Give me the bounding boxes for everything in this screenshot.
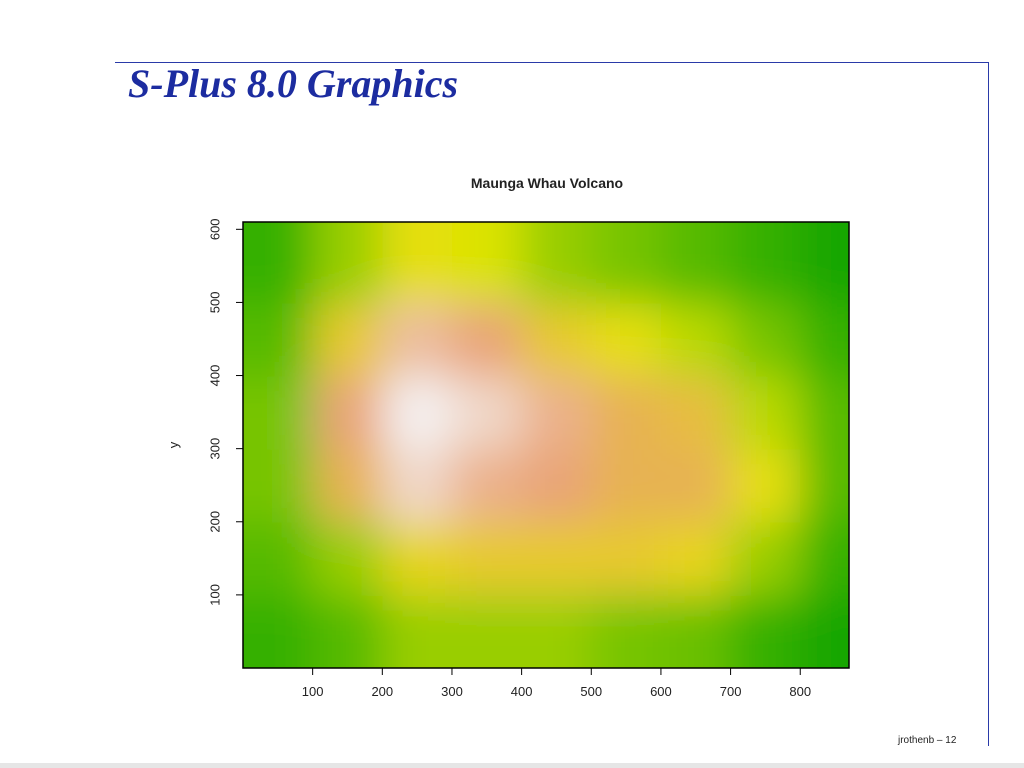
heat-cell <box>800 222 849 304</box>
heat-cell <box>382 448 453 523</box>
heatmap <box>243 222 849 668</box>
heat-cell <box>451 521 523 596</box>
x-tick-label: 400 <box>511 684 533 699</box>
x-tick-label: 500 <box>580 684 602 699</box>
y-tick-label: 200 <box>207 511 222 533</box>
heat-cell <box>591 521 662 596</box>
heat-cell <box>521 448 593 523</box>
heat-cell <box>451 594 523 668</box>
heat-cell <box>521 222 593 304</box>
x-tick-label: 600 <box>650 684 672 699</box>
heat-cell <box>312 448 384 523</box>
bottom-strip <box>0 763 1024 768</box>
heat-cell <box>243 375 314 450</box>
heat-cell <box>730 521 802 596</box>
heat-cell <box>451 448 523 523</box>
heat-cell <box>730 302 802 377</box>
y-tick-label: 300 <box>207 438 222 460</box>
heat-cell <box>243 448 314 523</box>
heat-cell <box>243 521 314 596</box>
y-tick-label: 400 <box>207 365 222 387</box>
heat-cell <box>591 594 662 668</box>
y-tick-label: 100 <box>207 584 222 606</box>
heat-cell <box>451 302 523 377</box>
x-tick-label: 800 <box>789 684 811 699</box>
heat-cell <box>243 302 314 377</box>
heat-cell <box>382 521 453 596</box>
x-tick-label: 300 <box>441 684 463 699</box>
heat-cell <box>521 375 593 450</box>
heat-cell <box>660 302 732 377</box>
heat-cell <box>382 222 453 304</box>
heat-cell <box>451 375 523 450</box>
heat-cell <box>730 448 802 523</box>
heat-cell <box>312 302 384 377</box>
heat-cell <box>660 448 732 523</box>
heat-cell <box>591 375 662 450</box>
heat-cell <box>312 222 384 304</box>
heat-cell <box>521 302 593 377</box>
heat-cell <box>800 594 849 668</box>
heat-cell <box>312 375 384 450</box>
heat-cell <box>243 594 314 668</box>
heat-cell <box>800 521 849 596</box>
chart-title: Maunga Whau Volcano <box>471 175 623 191</box>
heat-cell <box>800 375 849 450</box>
heat-cell <box>451 222 523 304</box>
y-tick-label: 500 <box>207 292 222 314</box>
heat-cell <box>521 594 593 668</box>
heat-cell <box>730 222 802 304</box>
x-tick-label: 700 <box>720 684 742 699</box>
plot-frame <box>242 221 850 669</box>
heat-cell <box>660 222 732 304</box>
heat-cell <box>312 521 384 596</box>
heat-cell <box>382 375 453 450</box>
heat-cell <box>312 594 384 668</box>
heat-cell <box>800 302 849 377</box>
top-rule <box>115 62 989 63</box>
y-axis-label: y <box>166 441 181 448</box>
heat-cell <box>660 521 732 596</box>
heat-cell <box>382 302 453 377</box>
heat-cell <box>521 521 593 596</box>
heat-cell <box>243 222 314 304</box>
footer: jrothenb – 12 <box>898 735 957 746</box>
x-tick-label: 200 <box>371 684 393 699</box>
y-tick-label: 600 <box>207 218 222 240</box>
heat-cell <box>591 448 662 523</box>
heat-cell <box>591 302 662 377</box>
heat-cell <box>660 375 732 450</box>
heat-cell <box>800 448 849 523</box>
heat-cell <box>730 594 802 668</box>
heat-cell <box>660 594 732 668</box>
heat-cell <box>382 594 453 668</box>
heat-cell <box>591 222 662 304</box>
heat-cell <box>730 375 802 450</box>
slide-title: S-Plus 8.0 Graphics <box>128 61 459 106</box>
right-rule <box>988 62 989 746</box>
heatmap-cells <box>243 222 849 668</box>
x-tick-label: 100 <box>302 684 324 699</box>
